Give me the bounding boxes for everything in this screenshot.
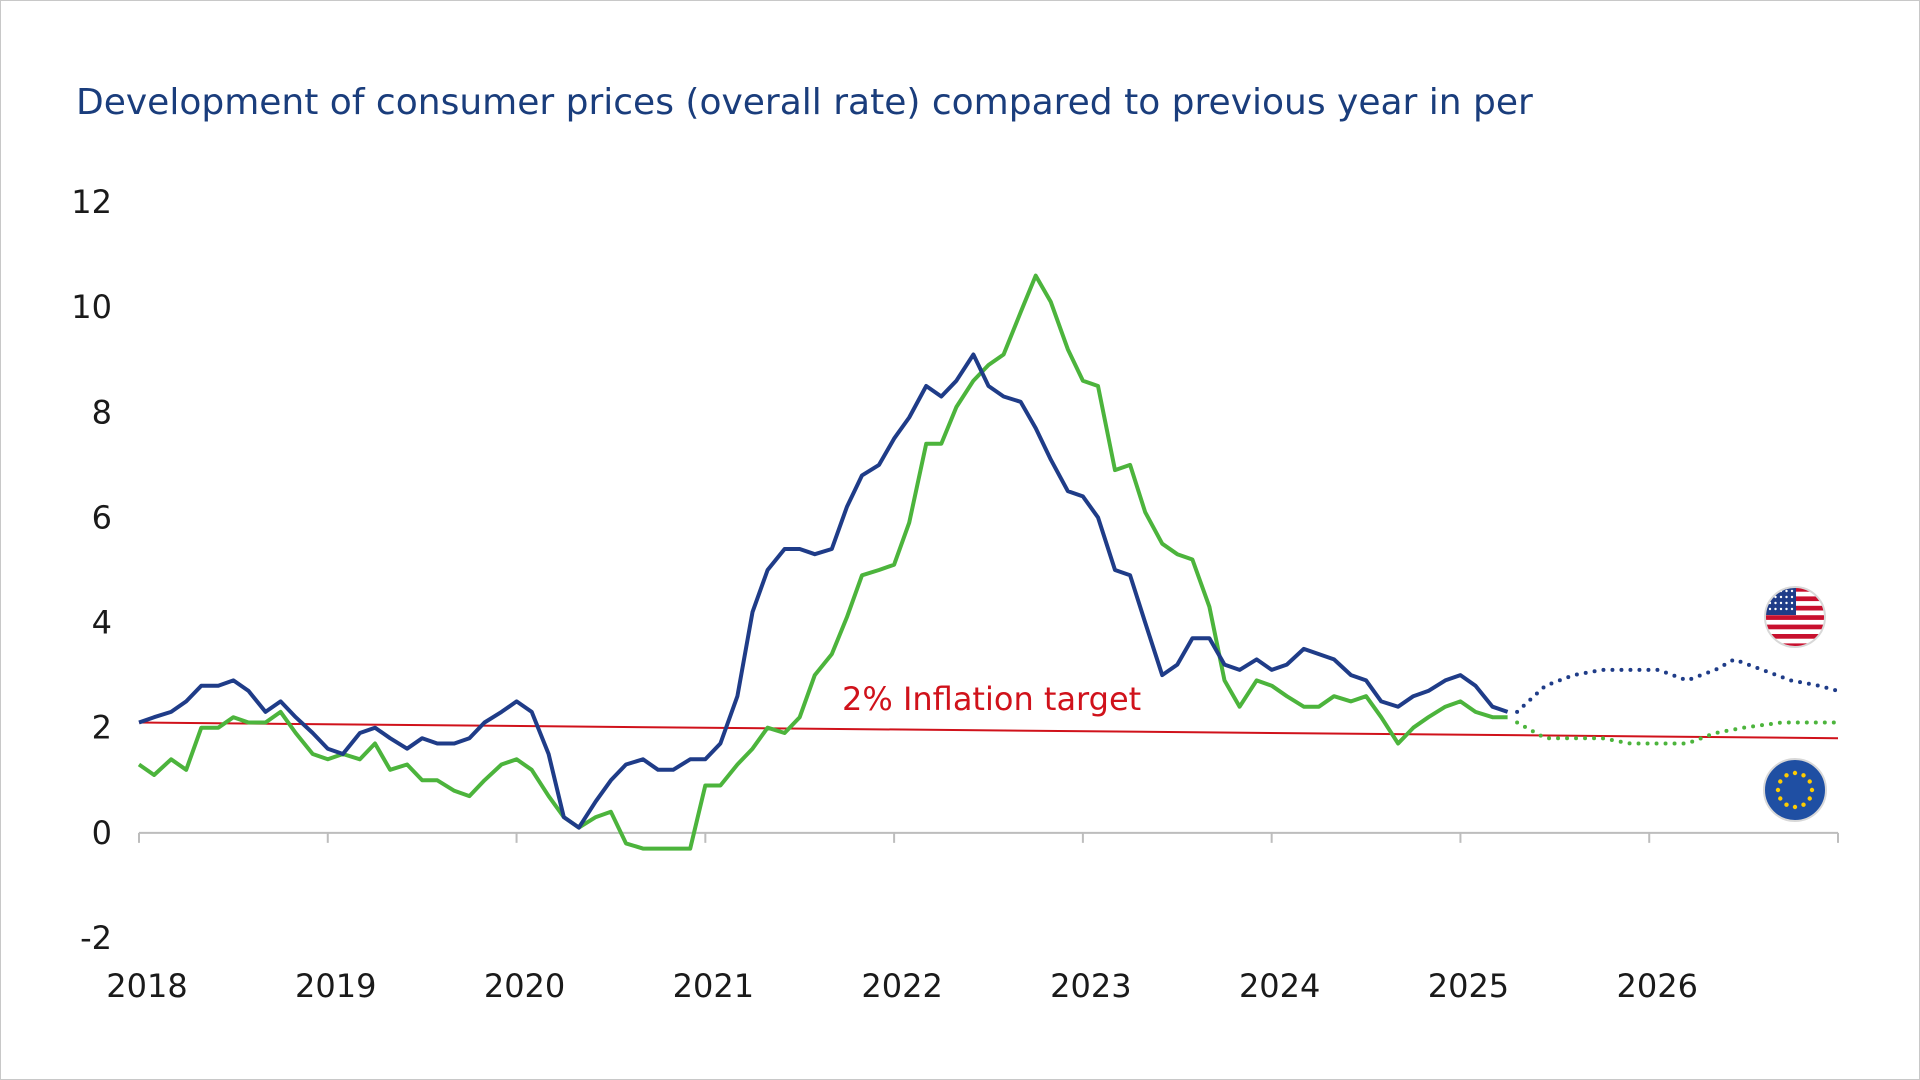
y-tick-label: 4	[92, 604, 112, 642]
series-line-euro-forecast	[1515, 720, 1840, 746]
inflation-target-label: 2% Inflation target	[842, 680, 1141, 718]
y-tick-label: 0	[92, 814, 112, 852]
x-tick-label: 2026	[1617, 967, 1698, 1005]
series-line-target	[138, 721, 1839, 740]
y-tick-label: 8	[92, 393, 112, 431]
chart-title: Development of consumer prices (overall …	[76, 82, 1533, 123]
series-line-euro	[137, 273, 1508, 851]
y-tick-label: 6	[92, 498, 112, 536]
x-tick-label: 2018	[106, 967, 187, 1005]
y-tick-label: 12	[71, 183, 112, 221]
x-tick-label: 2019	[295, 967, 376, 1005]
legend-flags	[1763, 586, 1827, 822]
series-line-us	[138, 352, 1509, 830]
x-tick-label: 2022	[861, 967, 942, 1005]
series-line-us-forecast	[1515, 657, 1840, 714]
eu-flag-icon	[1763, 758, 1827, 822]
y-tick-label: 2	[92, 709, 112, 747]
x-tick-label: 2023	[1050, 967, 1131, 1005]
x-tick-label: 2020	[484, 967, 565, 1005]
x-tick-label: 2024	[1239, 967, 1320, 1005]
y-axis-tick-labels: 12 10 8 6 4 2 0 -2	[71, 183, 112, 957]
x-tick-label: 2025	[1428, 967, 1509, 1005]
y-tick-label: 10	[71, 288, 112, 326]
us-flag-icon	[1764, 586, 1826, 648]
x-tick-label: 2021	[673, 967, 754, 1005]
series-lines	[137, 273, 1840, 851]
x-axis: 2018 2019 2020 2021 2022 2023 2024 2025 2026	[106, 831, 1839, 1005]
y-tick-label: -2	[80, 919, 112, 957]
